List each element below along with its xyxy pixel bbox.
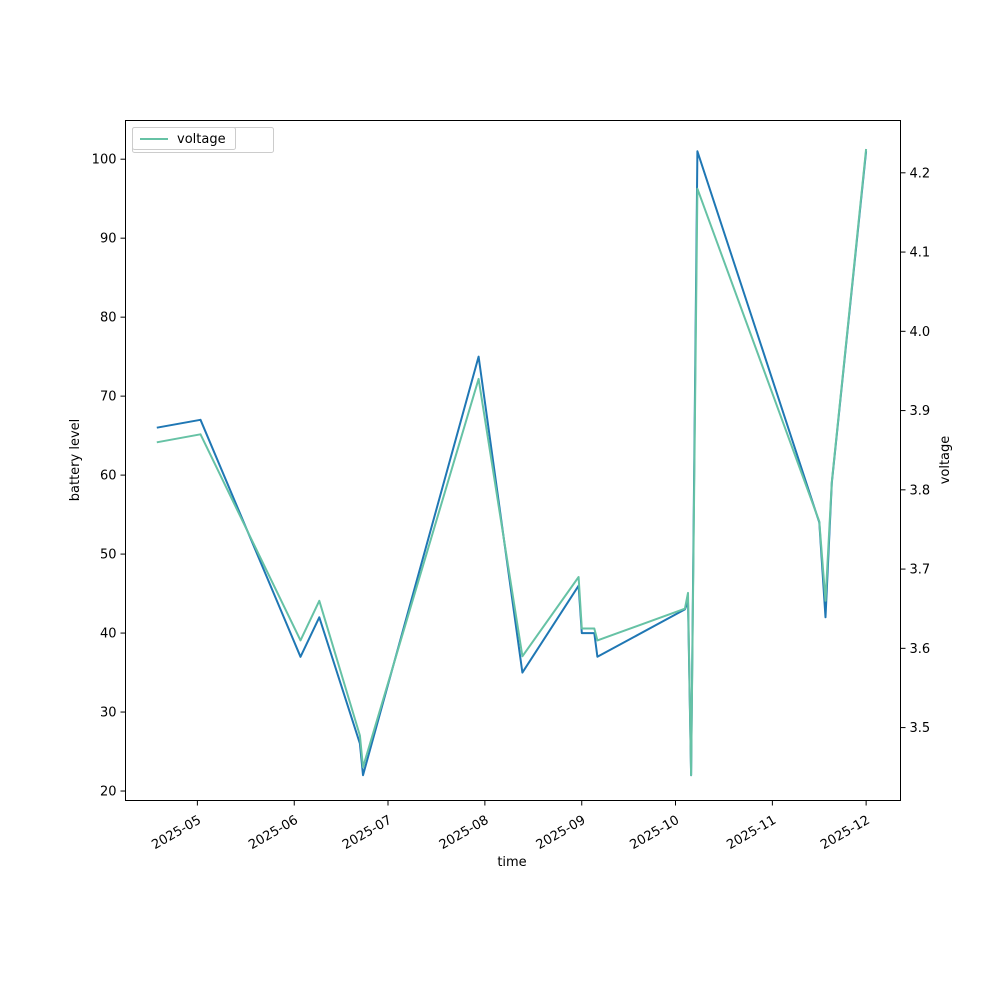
right-y-tick-label: 3.7 <box>910 563 931 578</box>
left-y-tick-label: 80 <box>100 311 117 326</box>
series-line-voltage <box>156 148 868 777</box>
right-y-tick-label: 4.0 <box>910 325 931 340</box>
right-y-tick-label: 4.2 <box>910 166 931 181</box>
right-y-axis-label: voltage <box>938 436 953 485</box>
left-y-tick-label: 100 <box>92 153 117 168</box>
left-y-tick-label: 30 <box>100 706 117 721</box>
right-y-tick-label: 3.5 <box>910 721 931 736</box>
left-y-tick-label: 50 <box>100 548 117 563</box>
series-layer <box>156 148 868 777</box>
left-y-tick-label: 40 <box>100 627 117 642</box>
right-y-tick-label: 3.9 <box>910 404 931 419</box>
left-y-axis-ticks: 20 30 40 50 60 70 80 90 100 <box>92 153 126 800</box>
legend-voltage-label: voltage <box>177 132 226 147</box>
left-y-tick-label: 60 <box>100 469 117 484</box>
left-y-axis-label: battery level <box>68 419 83 502</box>
right-y-axis-ticks: 3.5 3.6 3.7 3.8 3.9 4.0 4.1 4.2 <box>900 166 931 736</box>
plot-frame <box>125 120 901 801</box>
right-y-tick-label: 4.1 <box>910 246 931 261</box>
series-line-level <box>156 150 868 777</box>
legend-voltage-box <box>132 127 236 150</box>
legend-voltage: voltage <box>132 127 236 150</box>
x-axis-label: time <box>497 855 526 870</box>
left-y-tick-label: 90 <box>100 232 117 247</box>
left-y-tick-label: 20 <box>100 785 117 800</box>
right-y-tick-label: 3.8 <box>910 483 931 498</box>
right-y-tick-label: 3.6 <box>910 642 931 657</box>
left-y-tick-label: 70 <box>100 390 117 405</box>
